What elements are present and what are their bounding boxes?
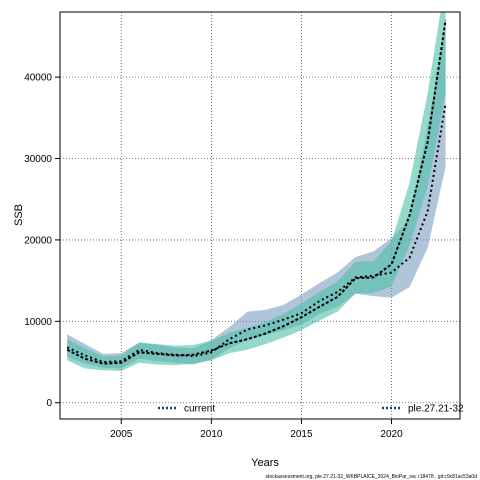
confidence-band-current [67, 28, 446, 369]
plot-frame [59, 11, 461, 420]
y-tick-label: 30000 [24, 154, 52, 165]
y-tick-label: 10000 [24, 317, 52, 328]
legend-entry-ple-label: ple.27.21-32 [408, 404, 464, 415]
x-axis-ticks: 2005 2010 2015 2020 [110, 419, 403, 440]
y-axis-ticks: 0 10000 20000 30000 40000 [24, 73, 60, 409]
x-tick-label: 2010 [200, 429, 223, 440]
line-ple [66, 19, 447, 365]
y-axis-title: SSB [13, 204, 25, 226]
footer-note: stockassessment.org, ple.27.21-32_WKBPLA… [265, 474, 477, 480]
legend-entry-current-label: current [184, 404, 215, 415]
x-tick-label: 2015 [290, 429, 313, 440]
x-tick-label: 2020 [380, 429, 403, 440]
x-tick-label: 2005 [110, 429, 133, 440]
x-axis-title: Years [251, 457, 279, 469]
y-tick-label: 40000 [24, 73, 52, 84]
y-tick-label: 0 [46, 398, 52, 409]
y-tick-label: 20000 [24, 235, 52, 246]
confidence-bands [67, 12, 446, 371]
legend: current ple.27.21-32 [158, 404, 464, 415]
series-lines [66, 19, 447, 365]
confidence-band-ple [67, 12, 446, 371]
